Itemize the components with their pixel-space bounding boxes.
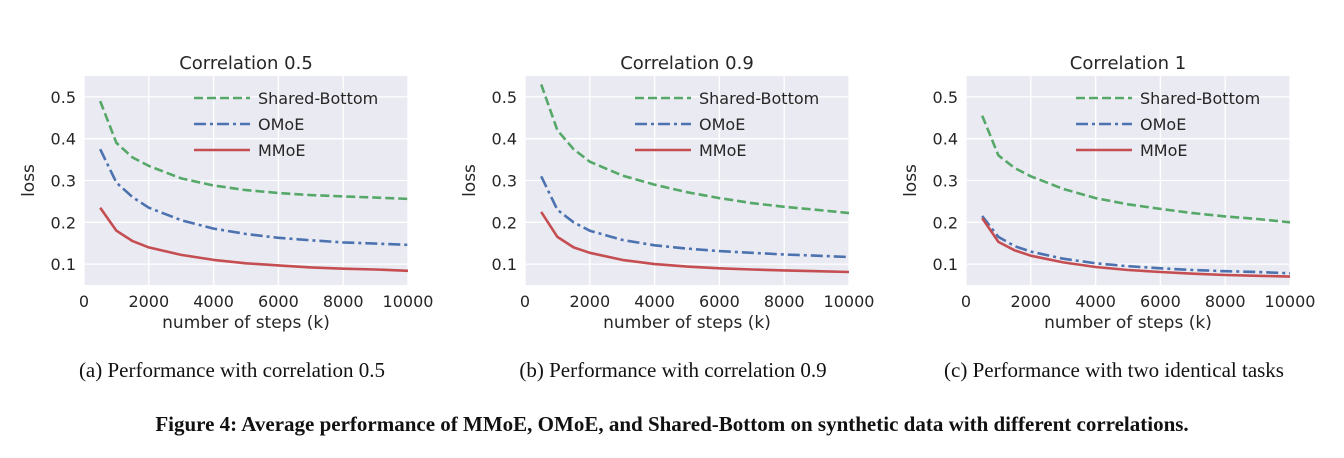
series-line-mmoe: [981, 217, 1291, 278]
y-axis-label: loss: [901, 164, 921, 197]
y-tick-label: 0.2: [51, 213, 76, 232]
x-tick-label: 0: [520, 292, 530, 311]
legend: Shared-Bottom OMoE MMoE: [635, 89, 819, 160]
series-line-mmoe: [540, 211, 850, 274]
series-line-omoe: [981, 215, 1291, 275]
legend-label: Shared-Bottom: [699, 89, 819, 108]
chart-title: Correlation 1: [1070, 53, 1186, 74]
series-line-mmoe: [99, 206, 409, 273]
subplot-correlation-0-5: 0 2000 4000 6000 8000 10000 0.1 0.2 0.3 0.4 0.5 Cor…: [19, 53, 433, 333]
y-axis-label: loss: [19, 164, 39, 197]
y-tick-label: 0.1: [492, 255, 517, 274]
x-tick-label: 0: [961, 292, 971, 311]
subplot-correlation-0-9: 0 2000 4000 6000 8000 10000 0.1 0.2 0.3 0.4 0.5 Cor…: [460, 53, 874, 333]
legend-label: MMoE: [258, 141, 306, 160]
figure-canvas: 0 2000 4000 6000 8000 10000 0.1 0.2 0.3 0.4 0.5 Cor…: [19, 53, 1315, 333]
y-tick-label: 0.1: [51, 255, 76, 274]
y-tick-label: 0.1: [933, 255, 958, 274]
series-line-shared-bottom: [98, 100, 409, 201]
y-tick-label: 0.3: [492, 172, 517, 191]
x-tick-label: 6000: [258, 292, 299, 311]
legend-label: MMoE: [699, 141, 747, 160]
x-tick-label: 6000: [1140, 292, 1181, 311]
legend-label: OMoE: [699, 115, 745, 134]
y-tick-label: 0.4: [51, 130, 76, 149]
x-axis-label: number of steps (k): [1044, 313, 1212, 333]
y-tick-label: 0.5: [492, 88, 517, 107]
x-tick-label: 10000: [383, 292, 434, 311]
y-tick-label: 0.3: [51, 172, 76, 191]
x-tick-label: 0: [79, 292, 89, 311]
x-tick-label: 8000: [1205, 292, 1246, 311]
legend-label: OMoE: [1140, 115, 1186, 134]
y-tick-label: 0.4: [933, 130, 958, 149]
y-tick-label: 0.5: [933, 88, 958, 107]
legend-label: OMoE: [258, 115, 304, 134]
x-tick-label: 10000: [824, 292, 875, 311]
legend-label: MMoE: [1140, 141, 1188, 160]
series-line-shared-bottom: [980, 115, 1291, 224]
subplot-captions: (a) Performance with correlation 0.5 (b)…: [0, 358, 1344, 388]
x-tick-label: 4000: [634, 292, 675, 311]
x-tick-label: 4000: [1075, 292, 1116, 311]
y-tick-label: 0.4: [492, 130, 517, 149]
x-tick-label: 2000: [1010, 292, 1051, 311]
y-tick-label: 0.2: [492, 213, 517, 232]
x-axis-label: number of steps (k): [162, 313, 330, 333]
legend: Shared-Bottom OMoE MMoE: [1076, 89, 1260, 160]
x-tick-label: 2000: [569, 292, 610, 311]
figure-caption: Figure 4: Average performance of MMoE, O…: [155, 412, 1189, 436]
x-tick-label: 8000: [323, 292, 364, 311]
series-line-omoe: [540, 175, 850, 259]
chart-title: Correlation 0.9: [620, 53, 754, 74]
caption-b: (b) Performance with correlation 0.9: [519, 358, 827, 382]
caption-c: (c) Performance with two identical tasks: [944, 358, 1284, 382]
legend: Shared-Bottom OMoE MMoE: [194, 89, 378, 160]
x-tick-label: 8000: [764, 292, 805, 311]
legend-label: Shared-Bottom: [1140, 89, 1260, 108]
x-tick-label: 10000: [1265, 292, 1316, 311]
legend-label: Shared-Bottom: [258, 89, 378, 108]
x-tick-label: 6000: [699, 292, 740, 311]
chart-title: Correlation 0.5: [179, 53, 313, 74]
x-tick-label: 4000: [193, 292, 234, 311]
subplot-correlation-1: 0 2000 4000 6000 8000 10000 0.1 0.2 0.3 0.4 0.5 Cor…: [901, 53, 1315, 333]
x-axis-label: number of steps (k): [603, 313, 771, 333]
x-tick-label: 2000: [128, 292, 169, 311]
series-line-shared-bottom: [539, 83, 850, 215]
y-tick-label: 0.5: [51, 88, 76, 107]
caption-a: (a) Performance with correlation 0.5: [78, 358, 386, 382]
y-axis-label: loss: [460, 164, 480, 197]
y-tick-label: 0.3: [933, 172, 958, 191]
series-line-omoe: [99, 148, 409, 247]
y-tick-label: 0.2: [933, 213, 958, 232]
